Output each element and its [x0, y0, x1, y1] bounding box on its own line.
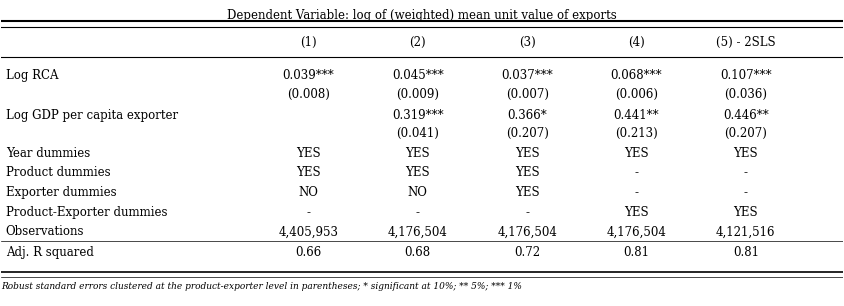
Text: 0.045***: 0.045*** — [392, 69, 444, 82]
Text: 0.319***: 0.319*** — [392, 109, 444, 121]
Text: (0.207): (0.207) — [506, 127, 549, 140]
Text: (1): (1) — [300, 36, 316, 49]
Text: 4,176,504: 4,176,504 — [497, 225, 557, 238]
Text: -: - — [525, 206, 529, 218]
Text: Year dummies: Year dummies — [6, 147, 89, 159]
Text: YES: YES — [625, 206, 649, 218]
Text: Product-Exporter dummies: Product-Exporter dummies — [6, 206, 167, 218]
Text: 0.446**: 0.446** — [723, 109, 769, 121]
Text: YES: YES — [296, 166, 321, 179]
Text: Observations: Observations — [6, 225, 84, 238]
Text: -: - — [635, 186, 639, 199]
Text: 4,176,504: 4,176,504 — [388, 225, 447, 238]
Text: YES: YES — [733, 206, 758, 218]
Text: -: - — [744, 186, 748, 199]
Text: Product dummies: Product dummies — [6, 166, 111, 179]
Text: 0.037***: 0.037*** — [501, 69, 553, 82]
Text: YES: YES — [625, 147, 649, 159]
Text: NO: NO — [299, 186, 318, 199]
Text: 0.68: 0.68 — [405, 246, 430, 259]
Text: Dependent Variable: log of (weighted) mean unit value of exports: Dependent Variable: log of (weighted) me… — [227, 9, 617, 22]
Text: Exporter dummies: Exporter dummies — [6, 186, 116, 199]
Text: 0.366*: 0.366* — [507, 109, 547, 121]
Text: (0.213): (0.213) — [615, 127, 657, 140]
Text: YES: YES — [733, 147, 758, 159]
Text: -: - — [306, 206, 311, 218]
Text: NO: NO — [408, 186, 428, 199]
Text: (0.041): (0.041) — [397, 127, 439, 140]
Text: -: - — [744, 166, 748, 179]
Text: (0.036): (0.036) — [724, 88, 767, 101]
Text: 4,405,953: 4,405,953 — [279, 225, 338, 238]
Text: Log RCA: Log RCA — [6, 69, 58, 82]
Text: YES: YES — [515, 166, 539, 179]
Text: (0.207): (0.207) — [724, 127, 767, 140]
Text: -: - — [635, 166, 639, 179]
Text: Robust standard errors clustered at the product-exporter level in parentheses; *: Robust standard errors clustered at the … — [2, 282, 522, 291]
Text: Log GDP per capita exporter: Log GDP per capita exporter — [6, 109, 178, 121]
Text: (0.006): (0.006) — [615, 88, 658, 101]
Text: 0.107***: 0.107*** — [720, 69, 771, 82]
Text: 0.441**: 0.441** — [614, 109, 659, 121]
Text: 0.66: 0.66 — [295, 246, 322, 259]
Text: YES: YES — [296, 147, 321, 159]
Text: YES: YES — [515, 147, 539, 159]
Text: 0.068***: 0.068*** — [611, 69, 663, 82]
Text: 4,176,504: 4,176,504 — [607, 225, 667, 238]
Text: YES: YES — [515, 186, 539, 199]
Text: (5) - 2SLS: (5) - 2SLS — [716, 36, 776, 49]
Text: (4): (4) — [628, 36, 645, 49]
Text: 0.81: 0.81 — [624, 246, 650, 259]
Text: (3): (3) — [519, 36, 536, 49]
Text: -: - — [416, 206, 419, 218]
Text: (0.008): (0.008) — [287, 88, 330, 101]
Text: 4,121,516: 4,121,516 — [716, 225, 776, 238]
Text: 0.81: 0.81 — [733, 246, 759, 259]
Text: YES: YES — [405, 166, 430, 179]
Text: (2): (2) — [409, 36, 426, 49]
Text: 0.039***: 0.039*** — [283, 69, 334, 82]
Text: (0.007): (0.007) — [506, 88, 549, 101]
Text: Adj. R squared: Adj. R squared — [6, 246, 94, 259]
Text: (0.009): (0.009) — [397, 88, 439, 101]
Text: YES: YES — [405, 147, 430, 159]
Text: 0.72: 0.72 — [514, 246, 540, 259]
